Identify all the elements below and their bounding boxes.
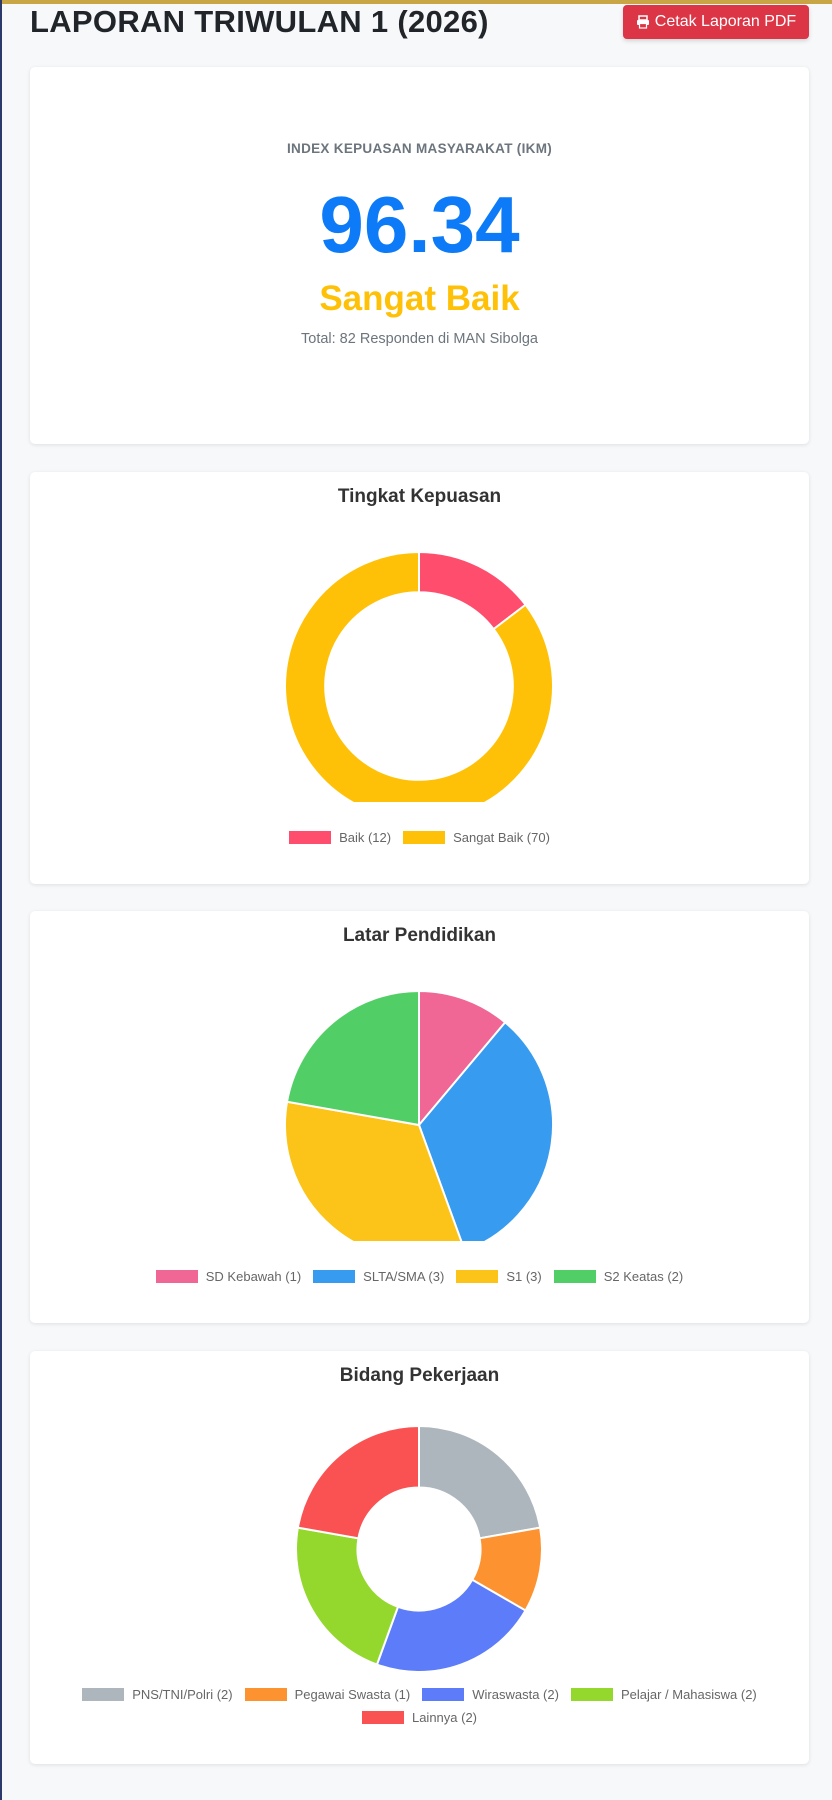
chart-slice[interactable] <box>417 1020 554 1241</box>
print-pdf-button[interactable]: Cetak Laporan PDF <box>623 5 809 39</box>
legend-item[interactable]: Pelajar / Mahasiswa (2) <box>570 1687 757 1702</box>
chart-slice[interactable] <box>284 1100 465 1241</box>
chart-card-pekerjaan: Bidang Pekerjaan PNS/TNI/Polri (2) Pegawa… <box>30 1351 809 1764</box>
legend-item[interactable]: SD Kebawah (1) <box>155 1269 302 1284</box>
legend-swatch <box>155 1270 198 1283</box>
chart-card-pendidikan: Latar Pendidikan SD Kebawah (1) SLTA/SMA … <box>30 911 809 1323</box>
chart-slice[interactable] <box>418 989 507 1128</box>
legend-swatch <box>422 1688 465 1701</box>
legend-label: S1 (3) <box>506 1269 542 1284</box>
ikm-value: 96.34 <box>319 180 520 269</box>
ikm-card: INDEX KEPUASAN MASYARAKAT (IKM) 96.34 Sa… <box>30 67 809 444</box>
chart-slice[interactable] <box>285 989 420 1127</box>
chart-title: Tingkat Kepuasan <box>337 486 502 507</box>
ikm-total: Total: 82 Responden di MAN Sibolga <box>301 331 538 347</box>
print-pdf-label: Cetak Laporan PDF <box>654 13 797 30</box>
ikm-label: INDEX KEPUASAN MASYARAKAT (IKM) <box>286 141 553 156</box>
chart-svg <box>284 550 554 802</box>
legend-swatch <box>570 1688 613 1701</box>
legend-swatch <box>289 831 332 844</box>
legend-swatch <box>313 1270 356 1283</box>
ikm-category: Sangat Baik <box>319 279 520 318</box>
legend-swatch <box>361 1711 404 1724</box>
legend-label: S2 Keatas (2) <box>603 1269 684 1284</box>
legend-item[interactable]: SLTA/SMA (3) <box>313 1269 444 1284</box>
legend-label: Lainnya (2) <box>411 1710 478 1725</box>
chart-title: Bidang Pekerjaan <box>339 1365 500 1386</box>
legend-item[interactable]: Pegawai Swasta (1) <box>244 1687 411 1702</box>
chart-slice[interactable] <box>418 1424 542 1540</box>
chart-svg <box>295 1424 543 1673</box>
legend-item[interactable]: S1 (3) <box>456 1269 542 1284</box>
legend-label: PNS/TNI/Polri (2) <box>132 1687 233 1702</box>
legend-item[interactable]: PNS/TNI/Polri (2) <box>82 1687 233 1702</box>
legend-label: Wiraswasta (2) <box>472 1687 559 1702</box>
legend-swatch <box>244 1688 287 1701</box>
chart-legend: Baik (12) Sangat Baik (70) <box>30 830 809 845</box>
chart-slice[interactable] <box>296 1424 420 1540</box>
legend-label: Sangat Baik (70) <box>453 830 550 845</box>
chart-title: Latar Pendidikan <box>342 925 497 946</box>
legend-swatch <box>553 1270 596 1283</box>
legend-label: SLTA/SMA (3) <box>363 1269 445 1284</box>
legend-item[interactable]: Wiraswasta (2) <box>422 1687 559 1702</box>
legend-item[interactable]: S2 Keatas (2) <box>553 1269 684 1284</box>
legend-label: Pelajar / Mahasiswa (2) <box>620 1687 757 1702</box>
chart-legend: PNS/TNI/Polri (2) Pegawai Swasta (1) Wiras… <box>30 1687 809 1725</box>
legend-label: SD Kebawah (1) <box>205 1269 302 1284</box>
legend-item[interactable]: Baik (12) <box>289 830 391 845</box>
chart-card-kepuasan: Tingkat Kepuasan Baik (12) Sangat Baik (7… <box>30 472 809 884</box>
legend-swatch <box>82 1688 125 1701</box>
page-title: LAPORAN TRIWULAN 1 (2026) <box>30 4 489 39</box>
printer-icon <box>636 15 649 29</box>
legend-swatch <box>456 1270 499 1283</box>
legend-label: Baik (12) <box>339 830 392 845</box>
legend-item[interactable]: Sangat Baik (70) <box>403 830 550 845</box>
chart-slice[interactable] <box>295 1526 400 1666</box>
legend-swatch <box>403 831 446 844</box>
chart-slice[interactable] <box>375 1578 527 1673</box>
legend-label: Pegawai Swasta (1) <box>294 1687 411 1702</box>
chart-svg <box>284 989 554 1241</box>
top-accent-bar <box>2 0 832 4</box>
chart-slice[interactable] <box>284 550 554 802</box>
legend-item[interactable]: Lainnya (2) <box>361 1710 478 1725</box>
chart-legend: SD Kebawah (1) SLTA/SMA (3) S1 (3) S2 Keata… <box>30 1269 809 1284</box>
